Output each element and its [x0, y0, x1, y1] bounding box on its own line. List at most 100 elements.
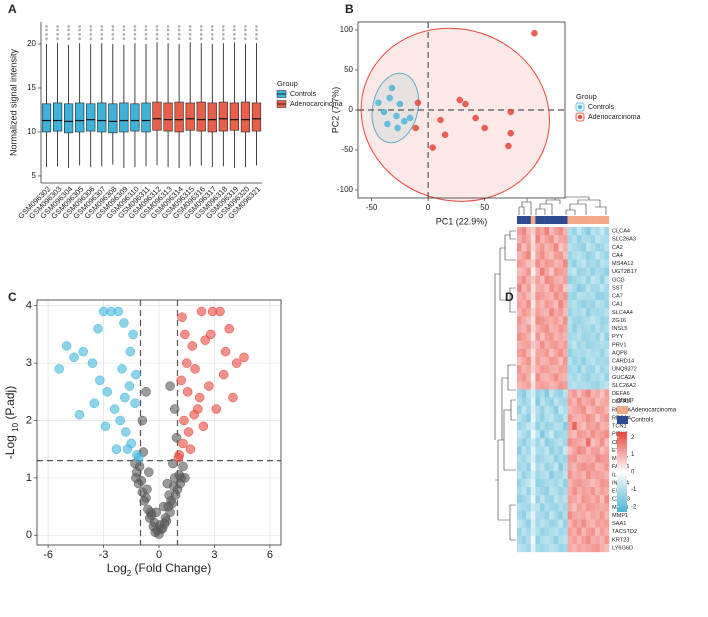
heatmap-cell: [549, 495, 554, 504]
heatmap-cell: [517, 535, 522, 545]
heatmap-cell: [526, 462, 531, 471]
heatmap-cell: [553, 389, 559, 398]
heatmap-cell: [517, 300, 522, 309]
heatmap-cell: [567, 495, 573, 504]
heatmap-cell: [521, 283, 527, 293]
group-annotation: [553, 216, 559, 224]
heatmap-cell: [530, 283, 536, 293]
heatmap-cell: [586, 316, 591, 325]
panel-label: A: [8, 2, 17, 16]
heatmap-cell: [595, 332, 600, 341]
heatmap-cell: [581, 430, 587, 439]
heatmap-cell: [526, 470, 531, 480]
heatmap-cell: [576, 454, 582, 463]
heatmap-cell: [590, 519, 596, 528]
heatmap-cell: [553, 422, 559, 431]
point: [158, 501, 169, 512]
heatmap-cell: [553, 365, 559, 374]
heatmap-cell: [526, 397, 531, 406]
point: [177, 312, 187, 322]
heatmap-cell: [576, 259, 582, 268]
group-annotation: [540, 216, 545, 224]
heatmap-cell: [540, 235, 545, 244]
heatmap-cell: [540, 251, 545, 260]
point: [178, 461, 188, 472]
point: [165, 381, 175, 391]
heatmap-cell: [521, 373, 527, 382]
outlier: [177, 33, 181, 36]
heatmap-cell: [586, 397, 591, 406]
outlier: [233, 28, 236, 32]
point: [160, 513, 171, 523]
heatmap-cell: [567, 357, 573, 366]
heatmap-cell: [576, 413, 582, 423]
heatmap-cell: [535, 519, 541, 528]
heatmap-cell: [540, 430, 545, 439]
heatmap-cell: [586, 422, 591, 431]
heatmap-cell: [586, 308, 591, 317]
outlier: [255, 28, 258, 32]
heatmap-cell: [544, 487, 550, 496]
heatmap-cell: [553, 235, 559, 244]
heatmap-cell: [540, 340, 545, 350]
heatmap-cell: [595, 308, 600, 317]
heatmap-cell: [595, 487, 600, 496]
heatmap-cell: [558, 389, 564, 398]
outlier: [122, 25, 126, 28]
heatmap-cell: [563, 535, 568, 545]
heatmap-cell: [553, 446, 559, 455]
heatmap-cell: [526, 227, 531, 236]
heatmap-cell: [549, 397, 554, 406]
box: [64, 103, 74, 134]
heatmap-cell: [563, 478, 568, 488]
heatmap-cell: [599, 283, 605, 293]
heatmap-cell: [549, 511, 554, 520]
heatmap-cell: [521, 275, 527, 285]
heatmap-cell: [549, 259, 554, 268]
heatmap-cell: [535, 462, 541, 471]
heatmap-cell: [553, 275, 559, 285]
point: [109, 404, 120, 414]
heatmap-cell: [544, 422, 550, 431]
heatmap-cell: [544, 243, 550, 252]
heatmap-cell: [530, 495, 536, 504]
heatmap-cell: [549, 300, 554, 309]
heatmap-cell: [563, 438, 568, 447]
heatmap-cell: [590, 316, 596, 325]
heatmap-cell: [581, 389, 587, 398]
heatmap-cell: [549, 454, 554, 463]
heatmap-cell: [563, 373, 568, 382]
heatmap-cell: [567, 511, 573, 520]
heatmap-cell: [586, 519, 591, 528]
heatmap-cell: [526, 340, 531, 350]
group-annotation: [521, 216, 527, 224]
heatmap-cell: [535, 527, 541, 536]
outlier: [199, 25, 203, 28]
heatmap-cell: [553, 413, 559, 423]
heatmap-cell: [526, 519, 531, 528]
box: [97, 102, 107, 133]
box: [207, 102, 217, 133]
heatmap-cell: [517, 413, 522, 423]
heatmap-cell: [572, 422, 577, 431]
heatmap-cell: [563, 365, 568, 374]
heatmap-cell: [576, 275, 582, 285]
heatmap-cell: [595, 324, 600, 333]
legend-title: Group: [576, 92, 597, 101]
heatmap-cell: [590, 527, 596, 536]
heatmap-cell: [535, 422, 541, 431]
heatmap-cell: [604, 227, 610, 236]
heatmap-cell: [526, 430, 531, 439]
point: [69, 352, 79, 363]
heatmap-cell: [535, 397, 541, 406]
heatmap-cell: [581, 503, 587, 512]
group-annotation: [604, 216, 610, 224]
point: [231, 358, 242, 368]
heatmap-cell: [517, 243, 522, 252]
outlier: [133, 25, 137, 28]
heatmap-cell: [572, 381, 577, 390]
heatmap-cell: [521, 495, 527, 504]
heatmap-cell: [549, 275, 554, 285]
heatmap-cell: [540, 405, 545, 415]
heatmap-cell: [590, 422, 596, 431]
